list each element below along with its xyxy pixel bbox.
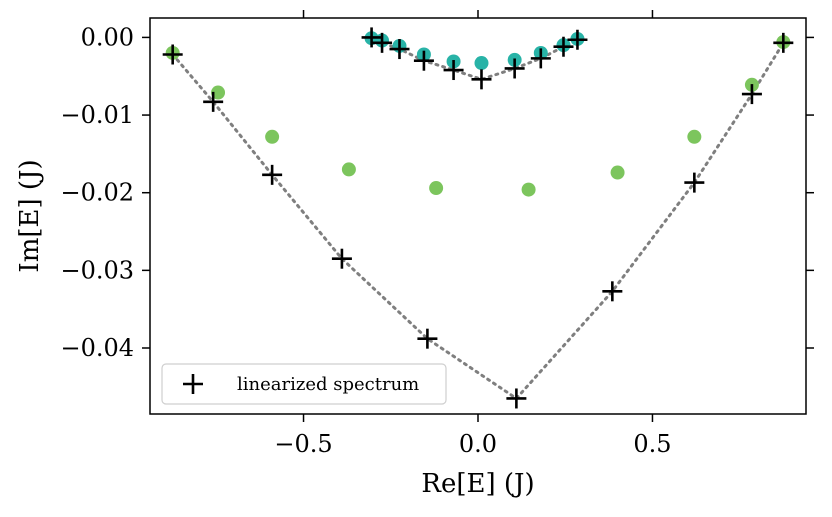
linearized-point-9 [773,32,794,53]
plot-area [162,27,794,409]
linearized-point-17 [530,48,551,69]
linearized-point-18 [553,36,574,57]
x-tick-label-2: 0.5 [633,430,671,458]
plot-frame [149,17,807,415]
green-point-6 [610,165,625,180]
linearized-spectrum-inner-dotted-line [370,35,579,81]
linearized-point-4 [417,328,438,349]
linearized-point-8 [741,84,762,105]
x-tick-label-0: −0.5 [274,430,332,458]
linearized-point-1 [203,91,224,112]
y-axis-title: Im[E] (J) [15,159,45,272]
linearized-point-5 [506,388,527,409]
legend-marker-plus [183,374,203,394]
teal-point-5 [474,56,489,71]
linearized-point-0 [162,44,183,65]
axis-ticks: −0.5 0.0 0.5 0.00 −0.01 −0.02 −0.03 −0.04 [60,10,814,458]
x-tick-label-1: 0.0 [459,430,497,458]
green-point-2 [265,129,280,144]
legend: linearized spectrum [161,363,447,405]
green-point-4 [429,181,444,196]
linearized-point-14 [443,60,464,81]
x-axis-title: Re[E] (J) [421,469,534,499]
linearized-point-12 [389,39,410,60]
y-tick-label-2: −0.02 [60,179,134,207]
legend-box [161,363,447,405]
linearized-point-11 [372,32,393,53]
y-tick-label-4: −0.04 [60,334,134,362]
green-point-5 [521,182,536,197]
linearized-point-7 [684,172,705,193]
linearized-point-16 [504,58,525,79]
green-point-7 [687,129,702,144]
y-tick-label-3: −0.03 [60,256,134,284]
linearized-point-6 [602,281,623,302]
green-point-1 [211,85,226,100]
legend-label-linearized-spectrum: linearized spectrum [237,374,419,395]
y-tick-label-1: −0.01 [60,101,134,129]
linearized-point-13 [413,50,434,71]
y-tick-label-0: 0.00 [81,23,134,51]
linearized-point-3 [331,248,352,269]
linearized-point-19 [567,29,588,50]
linearized-point-15 [471,69,492,90]
green-point-3 [341,162,356,177]
linearized-point-2 [262,164,283,185]
linearized-point-10 [361,27,382,48]
linearized-spectrum-dotted-line [171,41,785,401]
